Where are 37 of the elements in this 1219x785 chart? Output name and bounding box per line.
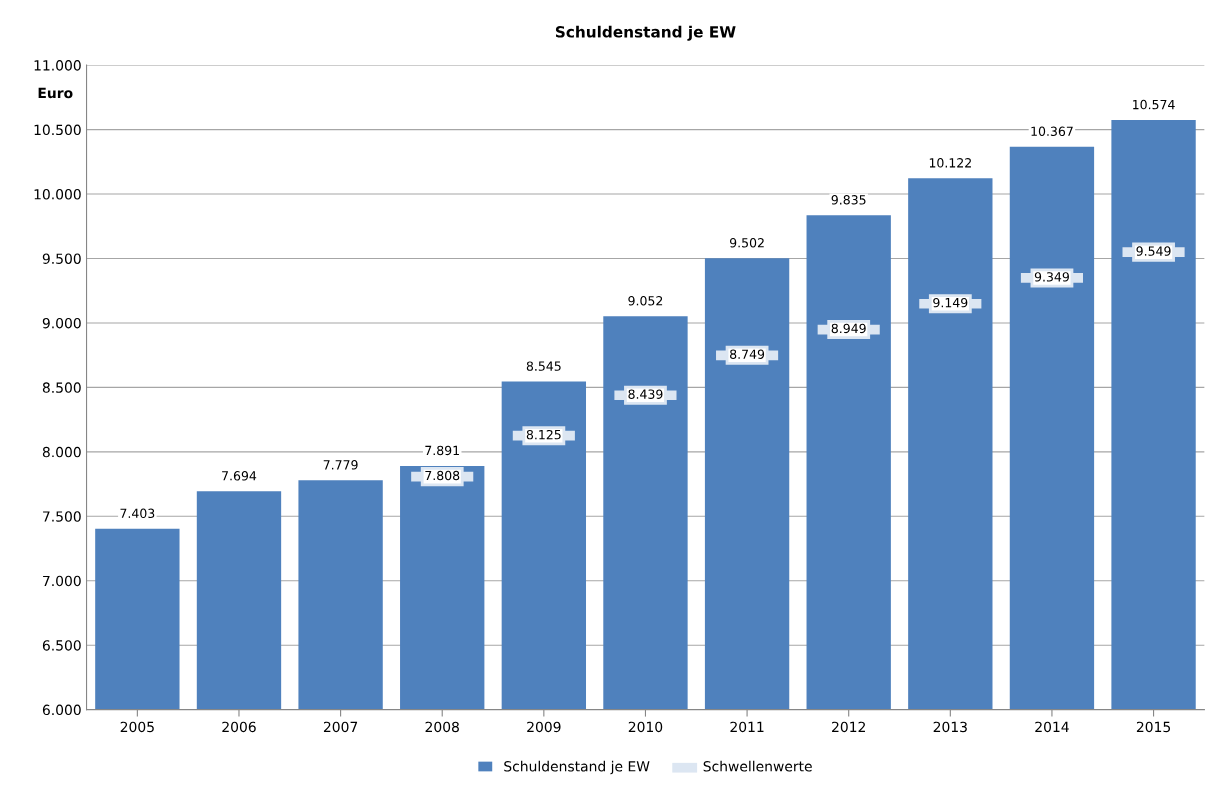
y-tick-label: 7.000 <box>43 575 81 587</box>
y-tick-label: 8.500 <box>42 382 81 393</box>
y-tick-label: 7.500 <box>43 511 81 522</box>
x-tick-label: 2013 <box>933 721 967 733</box>
x-tick-label: 2010 <box>628 721 663 733</box>
x-tick-label: 2014 <box>1035 721 1069 733</box>
x-tick-label: 2011 <box>730 721 764 733</box>
data-label: 9.502 <box>729 238 764 248</box>
x-tick-label: 2015 <box>1136 721 1171 733</box>
data-label: 7.694 <box>222 471 257 481</box>
data-label: 9.835 <box>831 195 866 205</box>
legend-label: Schwellenwerte <box>703 760 812 772</box>
x-tick-label: 2006 <box>222 721 256 733</box>
data-label: 7.779 <box>323 460 358 470</box>
x-tick-label: 2008 <box>425 721 459 733</box>
legend-label: Schuldenstand je EW <box>504 760 650 775</box>
data-label: 10.574 <box>1133 99 1175 110</box>
data-label: 9.052 <box>628 296 663 306</box>
x-tick-label: 2005 <box>120 721 154 733</box>
y-axis-title: Euro <box>38 87 73 99</box>
y-tick-label: 10.000 <box>34 189 81 200</box>
x-tick-label: 2007 <box>323 721 358 733</box>
x-tick-label: 2012 <box>832 721 865 733</box>
data-label: 7.403 <box>120 508 155 519</box>
y-tick-label: 6.000 <box>42 704 81 716</box>
y-tick-label: 6.500 <box>42 640 81 651</box>
y-tick-label: 10.500 <box>34 124 81 136</box>
x-tick-label: 2009 <box>527 721 561 733</box>
data-label: 7.891 <box>425 445 459 456</box>
data-label: 10.367 <box>1031 126 1073 136</box>
y-tick-label: 9.000 <box>42 317 81 329</box>
y-tick-label: 8.000 <box>42 446 81 458</box>
y-tick-label: 9.500 <box>42 253 81 264</box>
data-label: 8.545 <box>526 361 561 371</box>
data-label: 10.122 <box>929 158 971 168</box>
chart-title: Schuldenstand je EW <box>555 25 736 41</box>
y-tick-label: 11.000 <box>34 60 81 71</box>
